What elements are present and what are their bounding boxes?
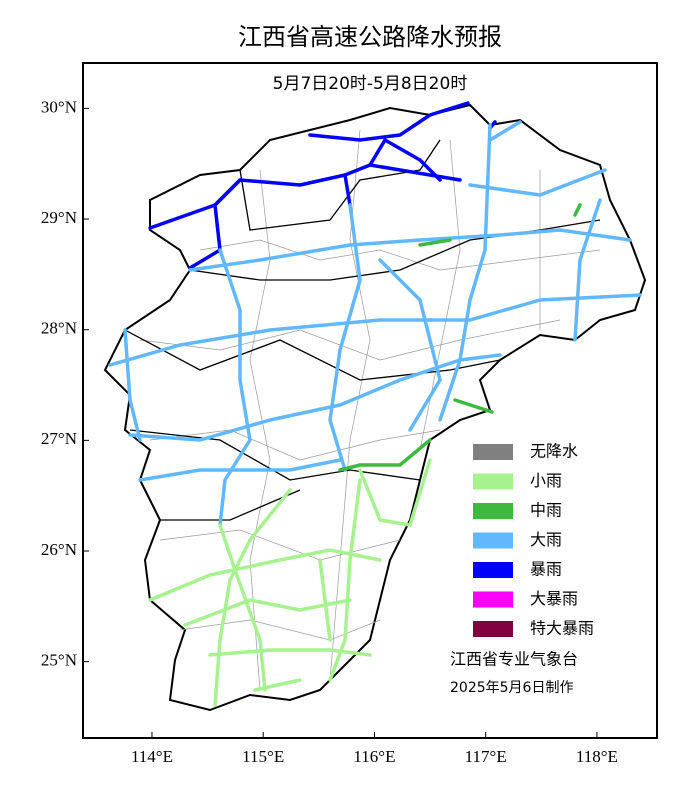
issue-date: 2025年5月6日制作: [450, 680, 573, 696]
map-frame: [82, 62, 658, 739]
x-tick-label: 117°E: [465, 747, 507, 766]
legend-label: 特大暴雨: [530, 619, 594, 638]
y-tick-label: 26°N: [41, 540, 77, 559]
road-heavy-rain: [108, 120, 642, 527]
x-tick-label: 116°E: [353, 747, 395, 766]
map-subtitle: 5月7日20时-5月8日20时: [273, 74, 468, 94]
legend-label: 无降水: [530, 442, 578, 461]
y-tick-label: 27°N: [41, 429, 77, 448]
legend-label: 中雨: [530, 501, 562, 520]
x-tick-label: 118°E: [576, 747, 618, 766]
issuer: 江西省专业气象台: [450, 650, 578, 669]
legend-swatch: [473, 562, 513, 578]
legend-swatch: [473, 503, 513, 519]
axis-ticks: 114°E 115°E 116°E 117°E 118°E 25°N 26°N 27°N 28°…: [41, 97, 618, 766]
legend-label: 大雨: [530, 530, 562, 549]
x-tick-label: 115°E: [242, 747, 284, 766]
y-tick-label: 29°N: [41, 208, 77, 227]
legend-label: 小雨: [530, 471, 562, 490]
map-title: 江西省高速公路降水预报: [238, 23, 502, 51]
legend-swatch: [473, 444, 513, 460]
y-tick-label: 28°N: [41, 319, 77, 338]
legend-label: 大暴雨: [530, 589, 578, 608]
legend-swatch: [473, 591, 513, 608]
y-tick-label: 25°N: [41, 651, 77, 670]
x-tick-label: 114°E: [131, 747, 173, 766]
legend-swatch: [473, 473, 513, 490]
y-tick-label: 30°N: [41, 97, 77, 116]
road-moderate-rain: [338, 203, 582, 472]
legend-swatch: [473, 532, 513, 549]
legend-swatch: [473, 621, 513, 637]
legend-label: 暴雨: [530, 560, 562, 579]
road-light-rain: [148, 458, 432, 707]
